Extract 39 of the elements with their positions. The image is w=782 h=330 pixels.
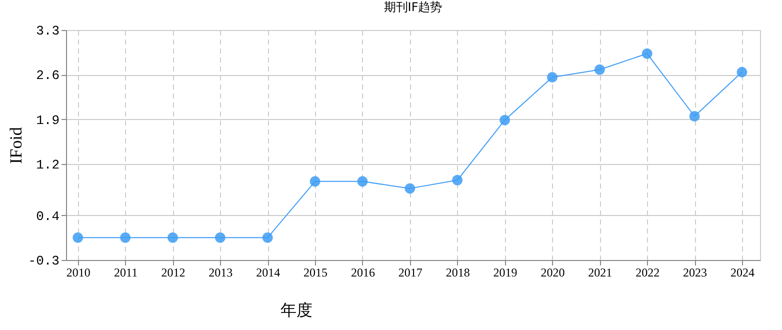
x-tick-label: 2012 xyxy=(161,266,186,280)
x-tick-label: 2010 xyxy=(66,266,90,280)
point xyxy=(214,232,226,243)
x-tick-label: 2018 xyxy=(446,266,470,280)
y-tick-label: 1.9 xyxy=(36,112,60,128)
y-tick-label: 0.4 xyxy=(36,208,60,224)
point xyxy=(594,64,605,75)
x-tick-label: 2019 xyxy=(493,266,518,280)
point xyxy=(546,72,558,83)
point xyxy=(72,232,84,243)
y-axis-title: IFoid xyxy=(6,126,26,164)
point xyxy=(357,176,368,187)
y-tick-label: 1.2 xyxy=(36,158,60,173)
x-tick-label: 2011 xyxy=(114,266,138,280)
point xyxy=(120,232,131,243)
point xyxy=(404,183,416,194)
x-tick-label: 2015 xyxy=(304,266,328,280)
point xyxy=(642,48,652,59)
x-tick-label: 2020 xyxy=(540,266,565,280)
x-tick-label: 2013 xyxy=(208,266,233,280)
x-tick-label: 2023 xyxy=(683,266,708,280)
chart-title: 期刊IF趋势 xyxy=(384,0,442,14)
point xyxy=(167,232,178,243)
x-axis-title: 年度 xyxy=(280,300,312,320)
x-tick-label: 2017 xyxy=(398,266,422,280)
x-tick-label: 2022 xyxy=(636,266,660,280)
point xyxy=(310,176,320,187)
point xyxy=(736,66,748,78)
point xyxy=(689,111,700,122)
point xyxy=(452,174,463,186)
x-tick-label: 2014 xyxy=(256,266,280,280)
point xyxy=(500,114,510,126)
x-tick-label: 2024 xyxy=(730,266,754,280)
x-tick-label: 2021 xyxy=(588,266,612,280)
y-tick-label: 2.6 xyxy=(36,68,60,84)
x-tick-label: 2016 xyxy=(350,266,375,280)
point xyxy=(262,232,273,243)
y-tick-label: -0.3 xyxy=(28,254,60,268)
y-tick-label: 3.3 xyxy=(36,24,60,38)
